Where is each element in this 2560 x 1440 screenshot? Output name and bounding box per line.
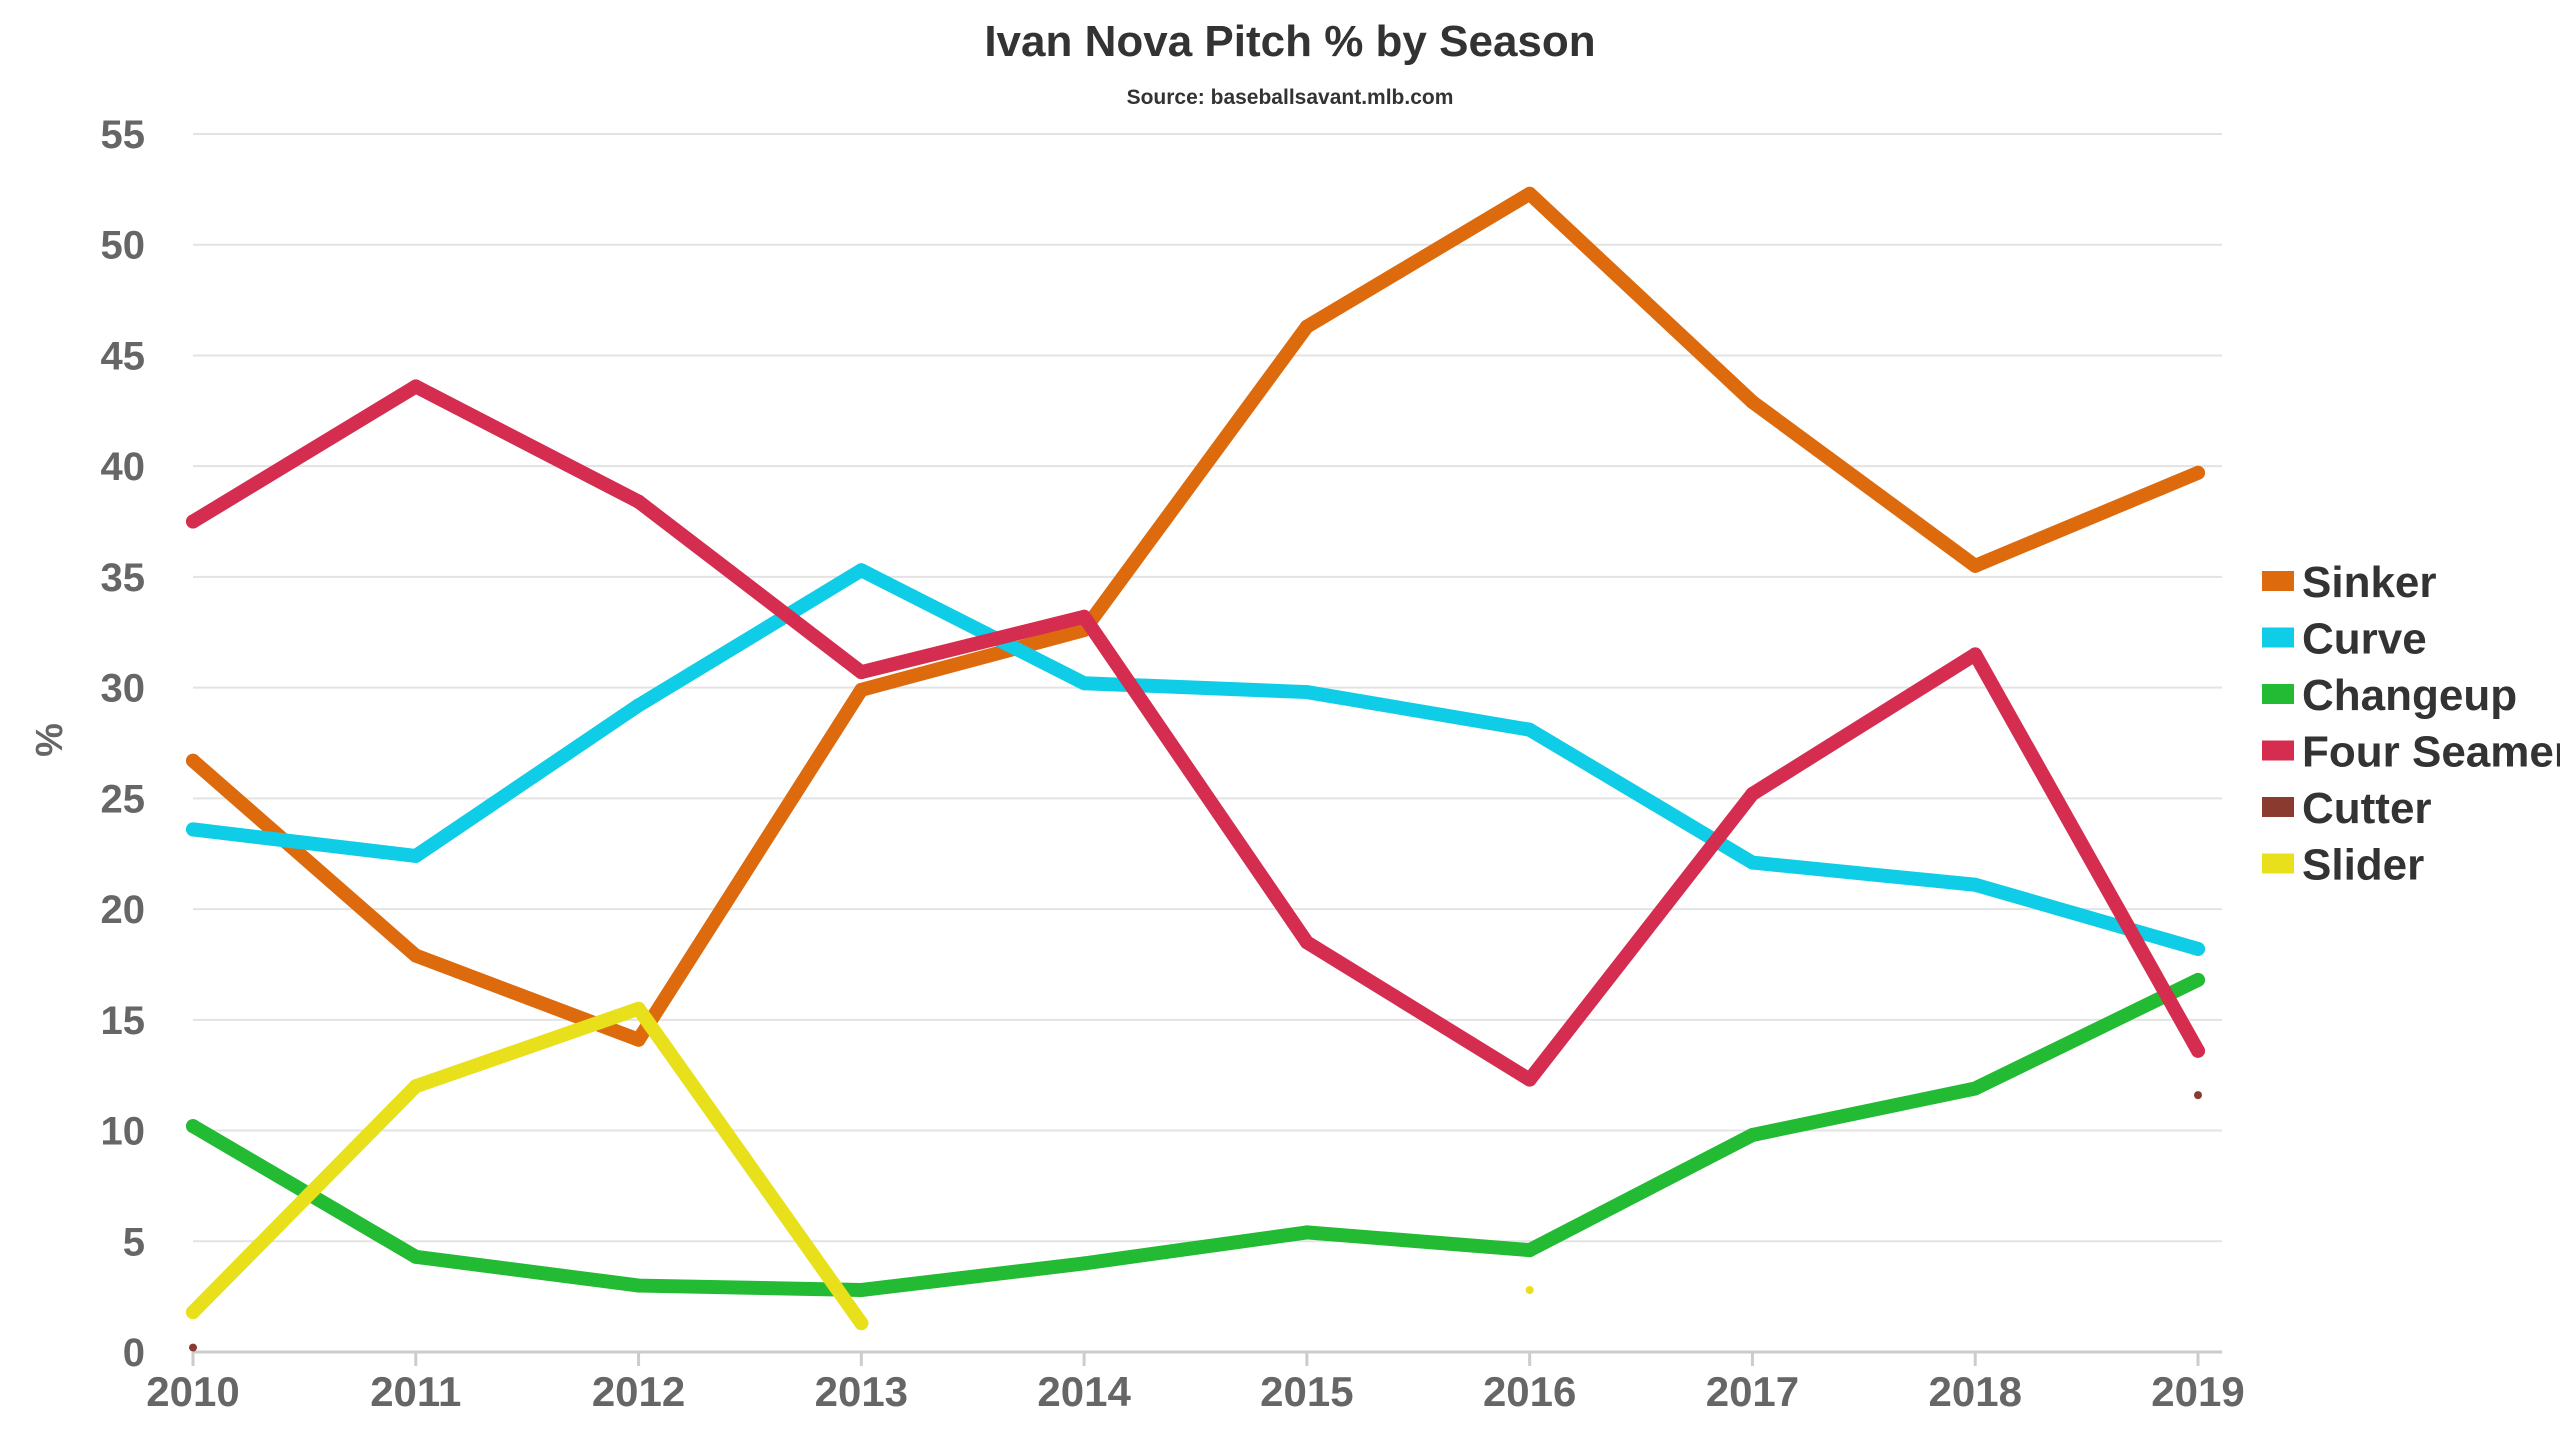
data-point-cutter <box>2194 1091 2202 1100</box>
legend-swatch-changeup <box>2262 684 2294 704</box>
data-point-slider <box>854 1316 869 1331</box>
data-point-sinker <box>1522 186 1537 201</box>
series-line-sinker <box>186 186 2205 1047</box>
data-point-four-seamer <box>1522 1072 1537 1087</box>
data-point-four-seamer <box>186 514 200 529</box>
series-curve <box>186 563 2205 956</box>
series-line-curve <box>186 563 2205 956</box>
y-tick-label: 20 <box>101 888 146 932</box>
legend-label-curve: Curve <box>2302 615 2427 664</box>
x-tick-label: 2017 <box>1706 1368 1799 1415</box>
data-point-sinker <box>1968 558 1983 573</box>
data-point-slider <box>186 1305 200 1320</box>
data-point-sinker <box>1745 394 1760 409</box>
data-point-sinker <box>408 948 423 963</box>
y-tick-label: 55 <box>101 113 146 157</box>
x-tick-label: 2016 <box>1483 1368 1576 1415</box>
data-point-changeup <box>1077 1256 1092 1271</box>
chart-title: Ivan Nova Pitch % by Season <box>984 17 1595 66</box>
y-tick-label: 25 <box>101 777 146 821</box>
x-tick-label: 2019 <box>2151 1368 2244 1415</box>
y-tick-label: 50 <box>101 224 146 268</box>
y-tick-label: 40 <box>101 445 146 489</box>
axes: 0 5 10 15 20 25 30 35 40 45 50 55 2010 2011 2012 2013 20… <box>101 113 2245 1415</box>
data-point-changeup <box>186 1119 200 1134</box>
data-point-four-seamer <box>1968 647 1983 662</box>
data-point-curve <box>1077 676 1092 691</box>
data-point-four-seamer <box>1077 609 1092 624</box>
data-point-four-seamer <box>408 379 423 394</box>
y-axis-label: % <box>29 723 71 757</box>
legend-label-four-seamer: Four Seamer <box>2302 728 2560 777</box>
data-point-sinker <box>2191 465 2205 480</box>
x-tick-label: 2013 <box>815 1368 908 1415</box>
data-point-four-seamer <box>854 665 869 680</box>
data-point-sinker <box>631 1032 646 1047</box>
series-changeup <box>186 972 2205 1297</box>
data-point-four-seamer <box>1299 935 1314 950</box>
series-lines <box>186 186 2205 1352</box>
legend-swatch-four-seamer <box>2262 740 2294 761</box>
legend-swatch-curve <box>2262 627 2294 648</box>
data-point-slider <box>1525 1285 1534 1294</box>
x-tick-label: 2011 <box>370 1368 461 1415</box>
x-tick-label: 2010 <box>146 1368 239 1415</box>
data-point-curve <box>408 848 423 863</box>
legend-label-changeup: Changeup <box>2302 671 2517 720</box>
data-point-changeup <box>1299 1225 1314 1240</box>
series-slider <box>186 1001 1534 1331</box>
data-point-changeup <box>408 1249 423 1264</box>
data-point-changeup <box>1745 1127 1760 1142</box>
data-point-sinker <box>1299 319 1314 334</box>
legend-label-cutter: Cutter <box>2302 784 2432 833</box>
series-four-seamer <box>186 379 2205 1087</box>
data-point-curve <box>1299 685 1314 700</box>
chart-subtitle: Source: baseballsavant.mlb.com <box>1127 86 1454 109</box>
legend-swatch-cutter <box>2262 797 2294 817</box>
legend-swatch-slider <box>2262 853 2294 874</box>
data-point-slider <box>631 1001 646 1016</box>
data-point-changeup <box>854 1282 869 1297</box>
data-point-curve <box>186 822 200 837</box>
data-point-four-seamer <box>1745 786 1760 801</box>
legend-swatch-sinker <box>2262 571 2294 591</box>
data-point-changeup <box>1968 1081 1983 1096</box>
data-point-curve <box>631 698 646 713</box>
data-point-sinker <box>854 682 869 697</box>
legend-label-slider: Slider <box>2302 841 2424 890</box>
y-tick-label: 45 <box>101 334 146 378</box>
series-cutter <box>189 1091 2202 1352</box>
y-tick-label: 30 <box>101 667 146 711</box>
data-point-changeup <box>631 1278 646 1293</box>
data-point-sinker <box>186 753 200 768</box>
x-tick-label: 2018 <box>1929 1368 2022 1415</box>
data-point-curve <box>1745 855 1760 870</box>
data-point-cutter <box>189 1343 197 1352</box>
data-point-curve <box>1522 722 1537 737</box>
data-point-changeup <box>2191 972 2205 987</box>
series-sinker <box>186 186 2205 1047</box>
x-tick-label: 2014 <box>1037 1368 1131 1415</box>
data-point-slider <box>408 1079 423 1094</box>
data-point-changeup <box>1522 1243 1537 1258</box>
legend-label-sinker: Sinker <box>2302 558 2437 607</box>
x-tick-label: 2012 <box>592 1368 685 1415</box>
y-tick-label: 15 <box>101 999 146 1043</box>
y-tick-label: 5 <box>123 1220 145 1264</box>
data-point-curve <box>1968 877 1983 892</box>
data-point-four-seamer <box>631 494 646 509</box>
y-tick-label: 0 <box>123 1331 145 1375</box>
legend: Sinker Curve Changeup Four Seamer Cutter Slid… <box>2262 558 2560 890</box>
y-tick-label: 35 <box>101 556 146 600</box>
series-line-changeup <box>186 972 2205 1297</box>
series-line-slider <box>186 1001 869 1331</box>
x-tick-label: 2015 <box>1260 1368 1353 1415</box>
series-line-four-seamer <box>186 379 2205 1087</box>
data-point-four-seamer <box>2191 1043 2205 1058</box>
data-point-curve <box>2191 941 2205 956</box>
data-point-curve <box>854 563 869 578</box>
y-tick-label: 10 <box>101 1110 146 1154</box>
